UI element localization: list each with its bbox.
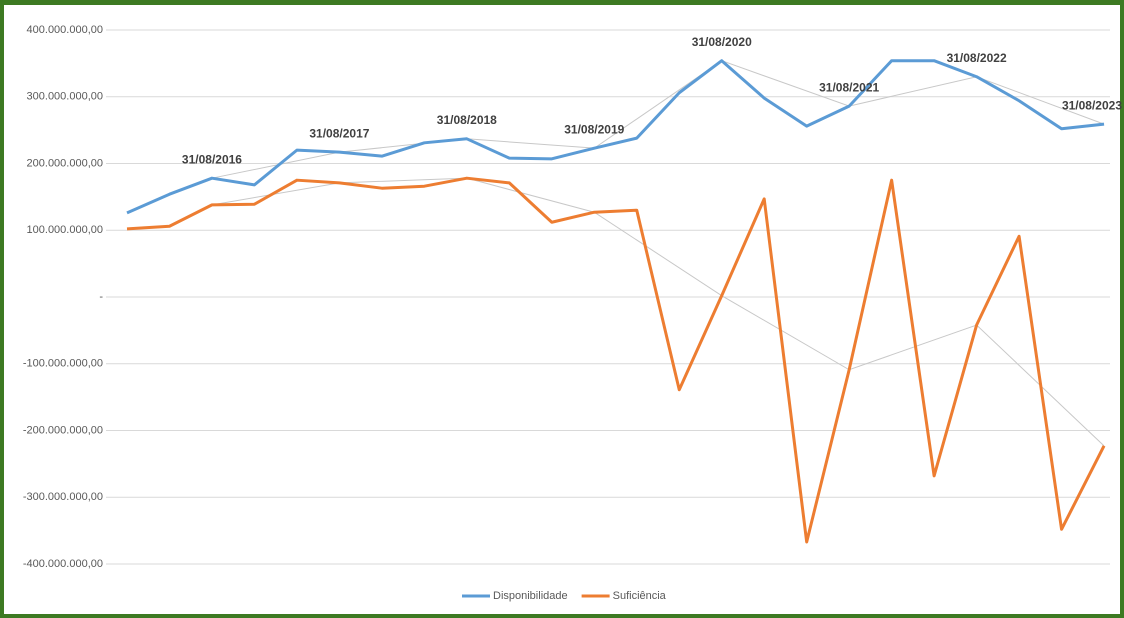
annotation: 31/08/2019 — [564, 122, 624, 136]
y-tick-label: - — [99, 291, 103, 303]
y-tick-label: -300.000.000,00 — [23, 491, 103, 503]
annotation: 31/08/2017 — [309, 126, 369, 140]
series-line — [126, 59, 1105, 215]
legend-label: Suficiência — [613, 590, 667, 602]
y-tick-label: 400.000.000,00 — [27, 24, 103, 36]
y-tick-label: -200.000.000,00 — [23, 424, 103, 436]
y-tick-label: 300.000.000,00 — [27, 91, 103, 103]
series-line — [126, 176, 1106, 544]
annotation: 31/08/2020 — [692, 35, 752, 49]
y-tick-label: 200.000.000,00 — [27, 157, 103, 169]
annotation: 31/08/2022 — [947, 51, 1007, 65]
y-tick-label: -100.000.000,00 — [23, 358, 103, 370]
annotation: 31/08/2018 — [437, 113, 497, 127]
annual-guide — [211, 60, 1105, 179]
legend-label: Disponibilidade — [493, 590, 568, 602]
annotation: 31/08/2021 — [819, 80, 879, 94]
y-tick-label: 100.000.000,00 — [27, 224, 103, 236]
annual-guide — [211, 177, 1105, 447]
annotation: 31/08/2016 — [182, 152, 242, 166]
y-tick-label: -400.000.000,00 — [23, 558, 103, 570]
annotation: 31/08/2023 — [1062, 98, 1122, 112]
